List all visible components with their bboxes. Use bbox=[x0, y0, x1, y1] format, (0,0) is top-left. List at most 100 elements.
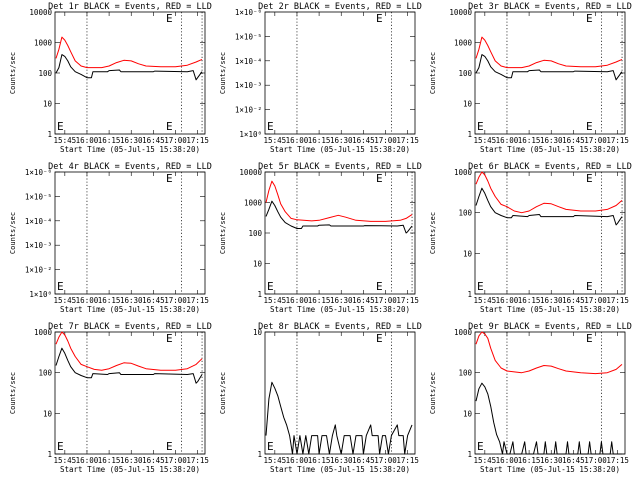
x-tick-label: 15:45 bbox=[54, 136, 77, 145]
x-tick-label: 16:15 bbox=[308, 136, 331, 145]
panel-1: Det 1r BLACK = Events, RED = LLD Counts/s… bbox=[9, 2, 212, 154]
x-tick-label: 17:00 bbox=[164, 456, 187, 465]
x-axis-label: Start Time (05-Jul-15 15:38:20) bbox=[60, 465, 200, 474]
y-tick-label: 10 bbox=[43, 100, 53, 109]
annotation-e: E bbox=[477, 120, 484, 133]
y-tick-label: 100 bbox=[38, 69, 52, 78]
y-axis-label: Counts/sec bbox=[429, 372, 437, 414]
x-tick-label: 15:45 bbox=[264, 136, 287, 145]
y-tick-label: 1 bbox=[257, 290, 262, 299]
x-axis-label: Start Time (05-Jul-15 15:38:20) bbox=[480, 465, 620, 474]
x-tick-label: 16:00 bbox=[496, 296, 519, 305]
series-events-line bbox=[475, 382, 622, 455]
series-lld-line bbox=[55, 331, 203, 371]
annotation-e: E bbox=[166, 440, 173, 453]
annotation-e: E bbox=[267, 280, 274, 293]
annotation-e: E bbox=[586, 280, 593, 293]
y-tick-label: 100 bbox=[248, 229, 262, 238]
y-tick-label: 1000 bbox=[454, 328, 473, 337]
panel-title: Det 1r BLACK = Events, RED = LLD bbox=[48, 2, 212, 12]
y-tick-label: 1000 bbox=[34, 328, 53, 337]
y-tick-label: 1 bbox=[467, 130, 472, 139]
x-tick-label: 17:15 bbox=[396, 296, 419, 305]
x-axis-label: Start Time (05-Jul-15 15:38:20) bbox=[60, 145, 200, 154]
panel-title: Det 8r BLACK = Events, RED = LLD bbox=[258, 322, 422, 332]
y-axis-label: Counts/sec bbox=[429, 52, 437, 94]
y-axis-label: Counts/sec bbox=[219, 52, 227, 94]
x-tick-label: 15:45 bbox=[474, 296, 497, 305]
x-tick-label: 16:30 bbox=[120, 296, 143, 305]
x-tick-label: 16:15 bbox=[308, 456, 331, 465]
x-tick-label: 16:00 bbox=[286, 136, 309, 145]
annotation-e: E bbox=[166, 120, 173, 133]
x-tick-label: 17:00 bbox=[164, 296, 187, 305]
x-tick-label: 16:30 bbox=[540, 136, 563, 145]
annotation-e: E bbox=[166, 12, 173, 25]
y-tick-label: 1×10⁰ bbox=[239, 130, 262, 139]
y-tick-label: 10 bbox=[253, 260, 263, 269]
y-tick-label: 1×10⁻² bbox=[25, 266, 52, 275]
x-tick-label: 16:00 bbox=[76, 296, 99, 305]
y-tick-label: 1×10⁻⁶ bbox=[25, 168, 52, 177]
x-tick-label: 16:45 bbox=[562, 456, 585, 465]
x-tick-label: 16:00 bbox=[76, 136, 99, 145]
annotation-e: E bbox=[166, 172, 173, 185]
y-axis-label: Counts/sec bbox=[9, 372, 17, 414]
x-tick-label: 16:15 bbox=[98, 136, 121, 145]
annotation-e: E bbox=[376, 12, 383, 25]
plot-frame bbox=[264, 11, 416, 135]
y-tick-label: 1×10⁻² bbox=[235, 106, 262, 115]
y-tick-label: 100 bbox=[458, 209, 472, 218]
panel-7: Det 7r BLACK = Events, RED = LLD Counts/s… bbox=[9, 322, 212, 474]
y-tick-label: 1 bbox=[47, 130, 52, 139]
y-axis-label: Counts/sec bbox=[429, 212, 437, 254]
annotation-e: E bbox=[166, 332, 173, 345]
x-tick-label: 16:30 bbox=[540, 456, 563, 465]
x-tick-label: 17:15 bbox=[186, 456, 209, 465]
x-tick-label: 16:45 bbox=[352, 296, 375, 305]
y-tick-label: 1×10⁻⁴ bbox=[25, 217, 52, 226]
series-lld-line bbox=[55, 36, 203, 69]
y-tick-label: 10000 bbox=[449, 8, 472, 17]
x-tick-label: 17:15 bbox=[396, 456, 419, 465]
panel-5: Det 5r BLACK = Events, RED = LLD Counts/s… bbox=[219, 162, 422, 314]
x-tick-label: 16:15 bbox=[518, 136, 541, 145]
panel-6: Det 6r BLACK = Events, RED = LLD Counts/s… bbox=[429, 162, 632, 314]
series-events-line bbox=[265, 200, 413, 234]
y-tick-label: 1000 bbox=[244, 199, 263, 208]
x-tick-label: 17:00 bbox=[584, 136, 607, 145]
y-tick-label: 1000 bbox=[454, 39, 473, 48]
x-tick-label: 16:45 bbox=[352, 136, 375, 145]
y-axis-label: Counts/sec bbox=[219, 212, 227, 254]
panel-3: Det 3r BLACK = Events, RED = LLD Counts/s… bbox=[429, 2, 632, 154]
y-tick-label: 10000 bbox=[239, 168, 262, 177]
series-events-line bbox=[475, 187, 623, 226]
x-tick-label: 17:15 bbox=[186, 296, 209, 305]
x-tick-label: 17:15 bbox=[606, 296, 629, 305]
y-tick-label: 1×10⁻⁵ bbox=[235, 32, 262, 41]
x-tick-label: 16:00 bbox=[286, 456, 309, 465]
panel-title: Det 6r BLACK = Events, RED = LLD bbox=[468, 162, 632, 172]
y-tick-label: 1×10⁻⁶ bbox=[235, 8, 262, 17]
plot-frame bbox=[54, 331, 206, 455]
x-tick-label: 16:30 bbox=[330, 456, 353, 465]
panel-4: Det 4r BLACK = Events, RED = LLD Counts/s… bbox=[9, 162, 212, 314]
x-axis-label: Start Time (05-Jul-15 15:38:20) bbox=[270, 305, 410, 314]
panel-title: Det 7r BLACK = Events, RED = LLD bbox=[48, 322, 212, 332]
x-tick-label: 16:45 bbox=[142, 456, 165, 465]
y-tick-label: 1×10⁻⁵ bbox=[25, 192, 52, 201]
x-tick-label: 15:45 bbox=[474, 136, 497, 145]
series-events-line bbox=[55, 54, 203, 81]
x-tick-label: 17:00 bbox=[584, 296, 607, 305]
y-axis-label: Counts/sec bbox=[9, 52, 17, 94]
y-tick-label: 100 bbox=[38, 369, 52, 378]
plot-frame bbox=[264, 331, 416, 455]
x-axis-label: Start Time (05-Jul-15 15:38:20) bbox=[270, 465, 410, 474]
y-tick-label: 1 bbox=[47, 450, 52, 459]
annotation-e: E bbox=[586, 120, 593, 133]
y-tick-label: 100 bbox=[458, 369, 472, 378]
x-tick-label: 16:45 bbox=[142, 136, 165, 145]
y-tick-label: 10 bbox=[463, 249, 473, 258]
